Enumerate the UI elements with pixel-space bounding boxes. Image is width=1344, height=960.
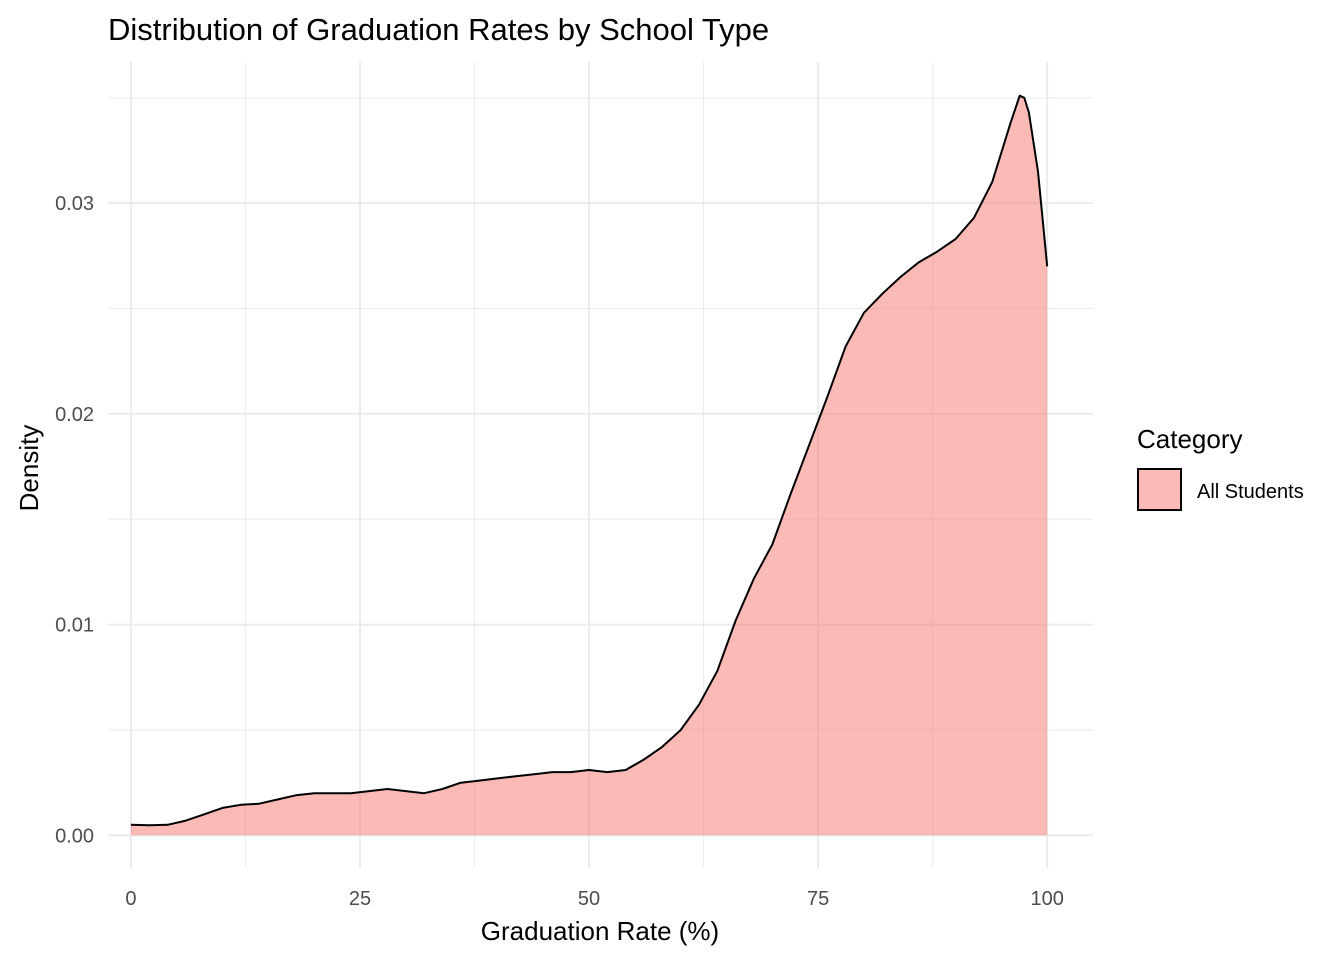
y-tick-label: 0.03 — [55, 193, 94, 215]
x-tick-label: 75 — [807, 888, 829, 910]
x-tick-label: 25 — [349, 888, 371, 910]
y-axis-ticks: 0.00 0.01 0.02 0.03 — [55, 193, 94, 847]
legend-key-all-students — [1137, 468, 1182, 511]
legend-label-all-students: All Students — [1197, 481, 1304, 503]
x-tick-label: 100 — [1030, 888, 1063, 910]
y-tick-label: 0.01 — [55, 615, 94, 637]
y-tick-label: 0.02 — [55, 404, 94, 426]
chart-title: Distribution of Graduation Rates by Scho… — [108, 12, 769, 47]
x-axis-ticks: 0 25 50 75 100 — [125, 888, 1064, 910]
legend-title: Category — [1137, 424, 1243, 454]
density-outline — [130, 94, 1049, 827]
density-area-layer — [130, 94, 1049, 836]
x-axis-title: Graduation Rate (%) — [481, 916, 719, 946]
legend: Category All Students — [1137, 424, 1304, 511]
y-axis-title: Density — [14, 425, 44, 512]
x-tick-label: 50 — [578, 888, 600, 910]
x-tick-label: 0 — [125, 888, 136, 910]
density-area-fill — [130, 95, 1048, 836]
y-tick-label: 0.00 — [55, 825, 94, 847]
